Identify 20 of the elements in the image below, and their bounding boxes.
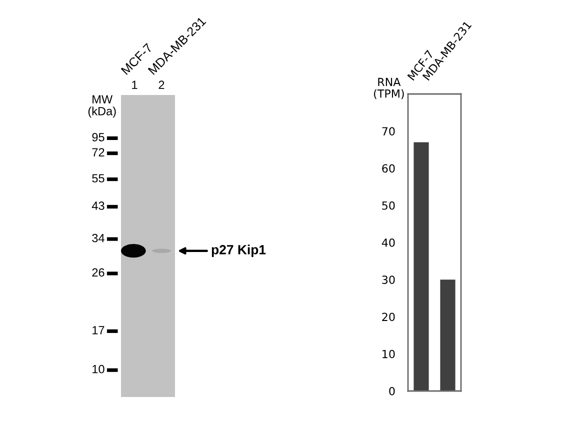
y-tick-label: 40 xyxy=(382,238,395,247)
text: 17 xyxy=(92,326,104,334)
text: 2 xyxy=(158,80,164,89)
text: 95 xyxy=(92,132,104,142)
text: 34 xyxy=(92,234,104,242)
y-tick-label: 60 xyxy=(382,164,395,173)
y-tick-label: 0 xyxy=(389,386,395,396)
y-tick-label: 70 xyxy=(382,127,395,136)
text: 43 xyxy=(92,202,104,210)
text: 72 xyxy=(92,148,104,156)
text: 1 xyxy=(132,80,138,89)
y-tick-label: 30 xyxy=(382,276,395,284)
y-tick-label: 50 xyxy=(382,201,395,210)
y-tick-label: 20 xyxy=(382,312,395,322)
text: p27 Kip1 xyxy=(212,244,266,257)
text: 10 xyxy=(92,364,104,374)
text: 55 xyxy=(92,174,104,182)
y-axis-title: RNA (TPM) xyxy=(374,78,404,100)
text: 26 xyxy=(92,268,104,277)
y-tick-label: 10 xyxy=(382,350,395,358)
